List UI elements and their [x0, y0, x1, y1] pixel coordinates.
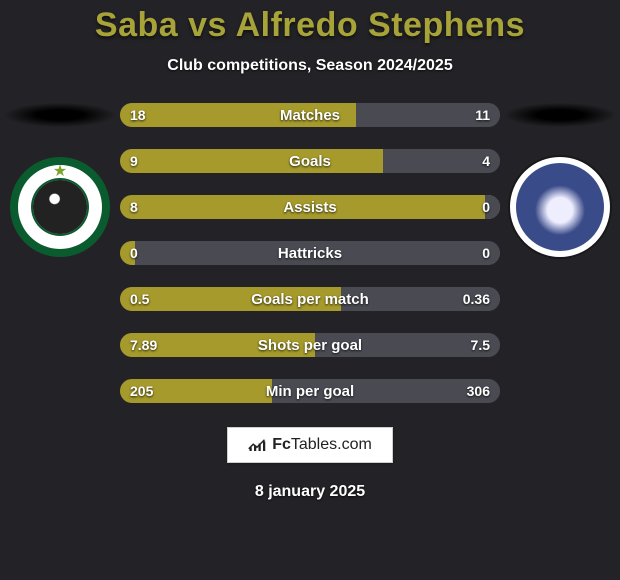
- stat-row: Shots per goal7.89 7.5: [120, 333, 500, 357]
- ball-icon: [33, 180, 87, 234]
- stat-label: Min per goal: [120, 379, 500, 403]
- left-player-side: ★: [0, 103, 120, 257]
- stat-value-right: 11: [475, 103, 490, 127]
- stat-value-right: 0: [482, 195, 490, 219]
- source-text: FcTables.com: [272, 436, 372, 454]
- stat-row: Matches18 11: [120, 103, 500, 127]
- comparison-card: Saba vs Alfredo Stephens Club competitio…: [0, 0, 620, 580]
- stat-label: Matches: [120, 103, 500, 127]
- subtitle: Club competitions, Season 2024/2025: [167, 57, 452, 75]
- stat-value-right: 4: [482, 149, 490, 173]
- stats-bars: Matches1811Goals94Assists80Hattricks00Go…: [120, 103, 500, 403]
- stat-value-left: 205: [130, 379, 153, 403]
- stat-value-right: 7.5: [471, 333, 490, 357]
- left-club-logo: ★: [10, 157, 110, 257]
- right-player-side: [500, 103, 620, 257]
- stat-row: Goals9 4: [120, 149, 500, 173]
- stat-row: Min per goal205 306: [120, 379, 500, 403]
- stat-row: Goals per match0.5 0.36: [120, 287, 500, 311]
- page-title: Saba vs Alfredo Stephens: [95, 6, 525, 45]
- stat-value-left: 18: [130, 103, 146, 127]
- player-photo-placeholder: [5, 103, 115, 127]
- stat-label: Shots per goal: [120, 333, 500, 357]
- stat-row: Assists8 0: [120, 195, 500, 219]
- date-label: 8 january 2025: [255, 483, 365, 501]
- stat-label: Hattricks: [120, 241, 500, 265]
- stat-label: Assists: [120, 195, 500, 219]
- source-badge[interactable]: FcTables.com: [227, 427, 393, 463]
- stat-value-right: 306: [467, 379, 490, 403]
- stat-value-left: 0: [130, 241, 138, 265]
- stat-value-right: 0: [482, 241, 490, 265]
- stat-value-left: 8: [130, 195, 138, 219]
- stat-value-right: 0.36: [463, 287, 490, 311]
- stat-label: Goals per match: [120, 287, 500, 311]
- stat-value-left: 0.5: [130, 287, 149, 311]
- main-row: ★ Matches1811Goals94Assists80Hattricks00…: [0, 103, 620, 403]
- chart-icon: [248, 438, 266, 452]
- stat-row: Hattricks0 0: [120, 241, 500, 265]
- sun-icon: [532, 185, 588, 241]
- stat-value-left: 9: [130, 149, 138, 173]
- stat-label: Goals: [120, 149, 500, 173]
- stat-value-left: 7.89: [130, 333, 157, 357]
- star-icon: ★: [53, 161, 67, 181]
- right-club-logo: [510, 157, 610, 257]
- player-photo-placeholder: [505, 103, 615, 127]
